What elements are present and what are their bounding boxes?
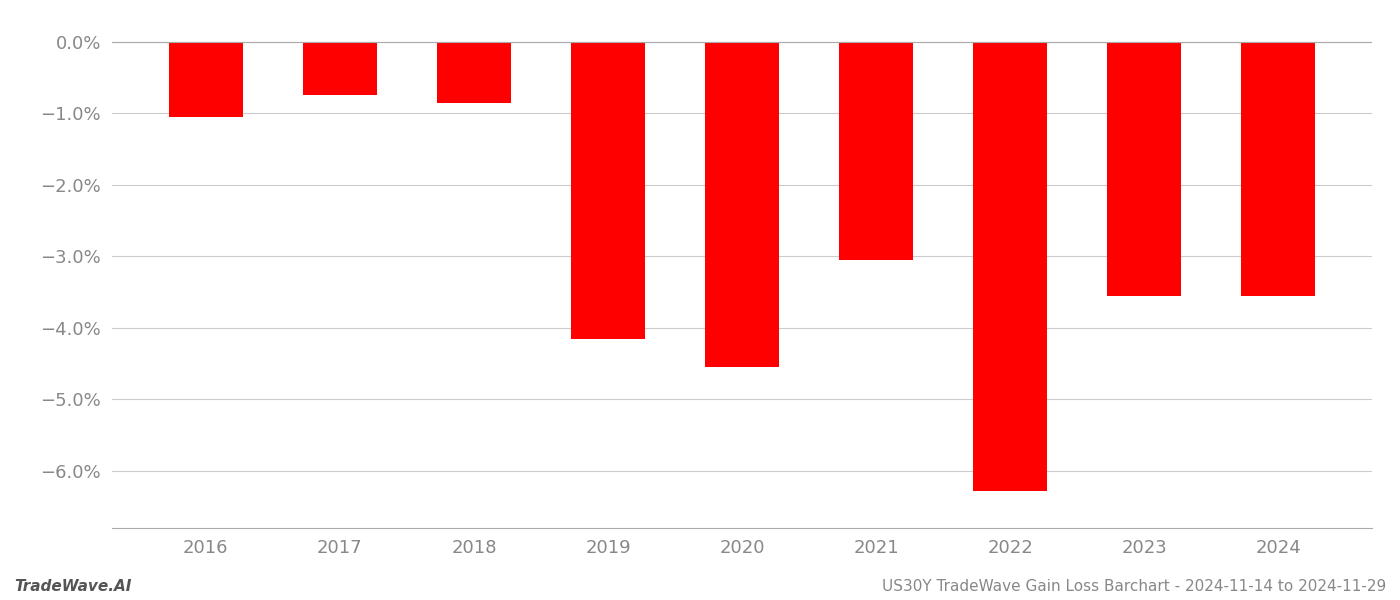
Bar [1107, 42, 1182, 296]
Bar [839, 42, 913, 260]
Bar [571, 42, 645, 338]
Bar [169, 42, 242, 117]
Bar [706, 42, 778, 367]
Bar [302, 42, 377, 95]
Bar [973, 42, 1047, 491]
Bar [437, 42, 511, 103]
Text: TradeWave.AI: TradeWave.AI [14, 579, 132, 594]
Bar [1242, 42, 1315, 296]
Text: US30Y TradeWave Gain Loss Barchart - 2024-11-14 to 2024-11-29: US30Y TradeWave Gain Loss Barchart - 202… [882, 579, 1386, 594]
